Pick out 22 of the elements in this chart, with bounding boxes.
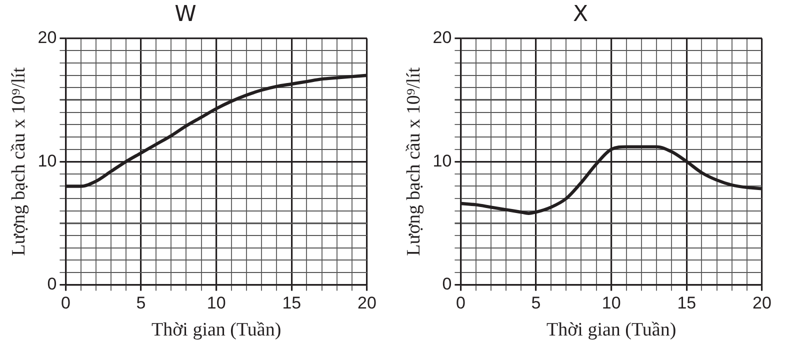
chart-title: X — [572, 2, 588, 27]
y-axis-title: Lượng bạch cầu x 10⁹/lít — [403, 66, 424, 256]
x-tick-label: 15 — [677, 294, 696, 313]
x-tick-label: 0 — [60, 294, 70, 313]
chart-title: W — [174, 2, 197, 27]
y-axis-title: Lượng bạch cầu x 10⁹/lít — [8, 66, 30, 256]
x-axis-title: Thời gian (Tuần) — [152, 320, 282, 341]
x-tick-label: 5 — [136, 294, 146, 313]
y-tick-label: 10 — [38, 151, 57, 170]
x-tick-label: 20 — [752, 294, 772, 313]
y-tick-label: 20 — [432, 28, 452, 48]
y-tick-label: 0 — [442, 274, 452, 294]
x-tick-label: 15 — [282, 294, 302, 313]
y-tick-label: 10 — [432, 151, 452, 170]
x-tick-label: 10 — [206, 294, 226, 313]
x-tick-label: 20 — [358, 294, 376, 313]
x-tick-label: 10 — [602, 294, 621, 313]
x-tick-label: 0 — [456, 294, 466, 313]
y-tick-label: 20 — [38, 28, 57, 48]
x-axis-title: Thời gian (Tuần) — [546, 320, 676, 341]
x-tick-label: 5 — [531, 294, 541, 313]
y-tick-label: 0 — [47, 274, 57, 294]
